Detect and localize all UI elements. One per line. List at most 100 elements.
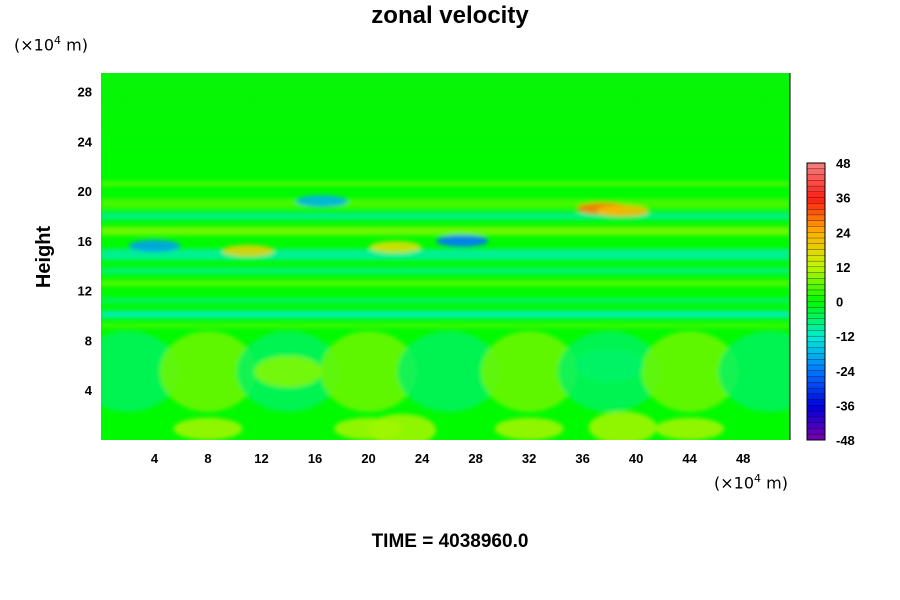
colorbar-step [806,220,826,227]
time-label: TIME = 4038960.0 [371,531,529,552]
x-tick-label: 28 [468,451,482,466]
colorbar-tick-label: -36 [836,398,855,413]
x-tick-label: 8 [204,451,211,466]
colorbar-step [806,278,826,285]
colorbar-step [806,370,826,377]
colorbar-tick-label: 12 [836,260,850,275]
lower-cell-pos [641,331,738,412]
x-tick-label: 44 [682,451,697,466]
colorbar [806,162,826,441]
colorbar-step [806,387,826,395]
y-axis-unit: (×104 m) [14,34,88,55]
colorbar-step [806,376,826,383]
feature-8 [368,414,437,440]
colorbar-step [806,266,826,274]
y-tick-label: 12 [78,284,92,299]
colorbar-tick-label: 24 [836,225,851,240]
colorbar-step [806,203,826,210]
contour-field [101,181,790,440]
bottom-cell [173,417,243,440]
colorbar-step [806,318,826,326]
colorbar-step [806,312,826,320]
x-tick-label: 4 [151,451,159,466]
colorbar-frame [806,162,826,441]
upper-tint [101,73,790,179]
colorbar-step [806,168,826,175]
bottom-cell [655,417,725,440]
y-tick-label: 20 [78,184,92,199]
x-tick-label: 36 [575,451,589,466]
colorbar-step [806,180,826,187]
colorbar-step [806,272,826,279]
feature-6 [369,241,422,254]
band-6 [101,280,790,287]
colorbar-ticks: 48 36 24 12 0 -12 -24 -36 -48 [836,156,856,448]
feature-7 [254,355,323,388]
band-7 [101,297,790,304]
colorbar-step [806,209,826,216]
y-tick-label: 8 [85,333,92,348]
x-tick-label: 12 [254,451,268,466]
colorbar-step [806,214,826,222]
y-tick-label: 24 [78,134,93,149]
colorbar-step [806,335,826,343]
colorbar-tick-label: -48 [836,433,855,448]
colorbar-step [806,359,826,366]
colorbar-step [806,347,826,354]
colorbar-step [806,232,826,239]
lower-cell-pos [159,331,257,412]
lower-cell-pos [480,331,578,412]
band-4 [101,249,790,261]
bottom-cell [494,417,564,440]
colorbar-step [806,410,826,418]
y-ticks: 4 8 12 16 20 24 28 [78,85,93,399]
colorbar-step [806,353,826,360]
colorbar-step [806,405,826,412]
colorbar-step [806,185,826,193]
colorbar-step [806,162,826,170]
y-tick-label: 4 [85,383,93,398]
colorbar-step [806,284,826,291]
colorbar-step [806,237,826,245]
colorbar-step [806,289,826,297]
colorbar-step [806,197,826,204]
x-tick-label: 20 [361,451,375,466]
x-axis-unit: (×104 m) [714,472,788,493]
colorbar-step [806,382,826,389]
x-tick-label: 48 [736,451,750,466]
colorbar-step [806,428,826,435]
feature-1 [596,205,649,218]
colorbar-tick-label: 48 [836,156,850,171]
lower-cell-neg [718,331,790,412]
colorbar-tick-label: 0 [836,295,843,310]
lower-cell-pos [320,331,417,412]
feature-10 [575,349,644,382]
colorbar-step [806,174,826,181]
band-1 [101,198,790,209]
y-tick-label: 28 [78,85,92,100]
colorbar-step [806,260,826,268]
colorbar-step [806,307,826,314]
feature-9 [588,411,657,440]
colorbar-step [806,249,826,256]
colorbar-step [806,341,826,349]
colorbar-tick-label: -12 [836,329,855,344]
y-tick-label: 16 [78,234,92,249]
x-ticks: 4 8 12 16 20 24 28 32 36 40 44 48 [151,451,751,466]
colorbar-tick-label: 36 [836,191,850,206]
band-0 [101,181,790,186]
colorbar-step [806,243,826,251]
band-2 [101,212,790,220]
colorbar-step [806,422,826,429]
colorbar-step [806,191,826,199]
feature-5 [222,244,275,257]
colorbar-step [806,324,826,331]
colorbar-step [806,226,826,233]
colorbar-step [806,301,826,308]
lower-cell-neg [397,331,501,412]
colorbar-step [806,364,826,372]
x-tick-label: 40 [629,451,643,466]
colorbar-step [806,399,826,406]
